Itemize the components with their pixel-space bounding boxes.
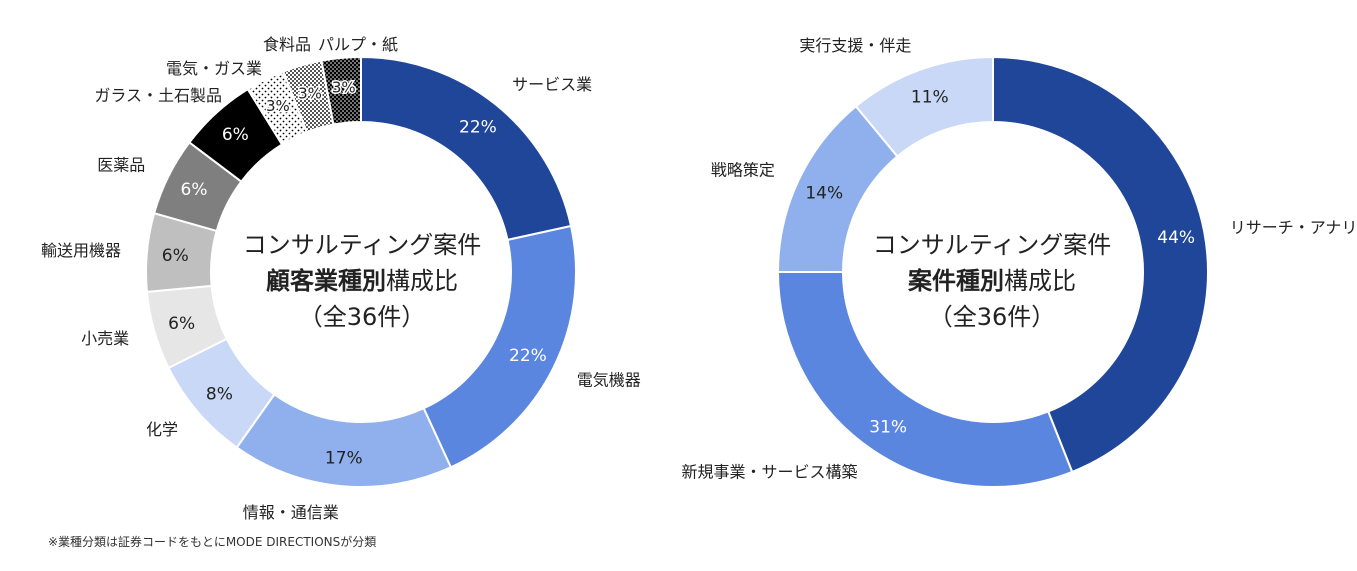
center-title-rest: 構成比 xyxy=(1004,267,1076,295)
slice-category-label: 小売業 xyxy=(81,329,129,348)
slice-category-label: 新規事業・サービス構築 xyxy=(682,462,858,481)
slice-value-label: 6% xyxy=(222,125,249,145)
footnote: ※業種分類は証券コードをもとにMODE DIRECTIONSが分類 xyxy=(48,535,377,549)
center-title-industry: コンサルティング案件 顧客業種別構成比 （全36件） xyxy=(232,227,492,335)
slice-value-label: 44% xyxy=(1157,228,1195,248)
slice-category-label: 電気機器 xyxy=(577,370,641,389)
slice-value-label: 6% xyxy=(162,246,189,266)
slice-category-label: サービス業 xyxy=(512,75,592,94)
center-title-line2: 顧客業種別構成比 xyxy=(232,263,492,299)
center-title-line3: （全36件） xyxy=(928,303,1056,331)
center-title-line1: コンサルティング案件 xyxy=(242,231,482,259)
slice-category-label: 輸送用機器 xyxy=(41,241,121,260)
slice-value-label: 22% xyxy=(509,346,547,366)
slice-value-label: 17% xyxy=(325,449,363,469)
slice-category-label: 情報・通信業 xyxy=(243,503,339,522)
slice-category-label: 電気・ガス業 xyxy=(166,59,262,78)
slice-value-label: 3% xyxy=(266,97,290,115)
slice-category-label: リサーチ・アナリティクス xyxy=(1230,218,1357,237)
slice-value-label: 3% xyxy=(298,85,322,103)
center-title-line3: （全36件） xyxy=(298,303,426,331)
slice-value-label: 14% xyxy=(805,184,843,204)
slice-category-label: 実行支援・伴走 xyxy=(799,36,911,55)
slice-value-label: 6% xyxy=(168,314,195,334)
slice-category-label: パルプ・紙 xyxy=(318,35,398,54)
slice-value-label: 6% xyxy=(181,180,208,200)
donut-slice xyxy=(854,55,994,158)
slice-category-label: ガラス・土石製品 xyxy=(94,86,222,105)
center-title-line2: 案件種別構成比 xyxy=(862,263,1122,299)
center-title-line1: コンサルティング案件 xyxy=(872,231,1112,259)
slice-category-label: 医薬品 xyxy=(97,156,145,175)
slice-category-label: 食料品 xyxy=(263,35,311,54)
center-title-rest: 構成比 xyxy=(386,267,458,295)
slice-value-label: 11% xyxy=(911,88,949,108)
slice-category-label: 化学 xyxy=(146,420,178,439)
slice-value-label: 8% xyxy=(206,384,233,404)
slice-value-label: 3% xyxy=(332,78,356,96)
slice-category-label: 戦略策定 xyxy=(711,160,775,179)
center-title-bold: 顧客業種別 xyxy=(266,267,386,295)
center-title-bold: 案件種別 xyxy=(908,267,1004,295)
donut-slice xyxy=(235,393,453,488)
slice-value-label: 31% xyxy=(869,417,907,437)
donut-chart-project-type: 44% リサーチ・アナリティクス 31% 新規事業・サービス構築 14% 戦略策定 11% 実… xyxy=(682,36,1357,488)
donut-slice xyxy=(992,55,1209,474)
donut-slice xyxy=(320,55,362,126)
donut-chart-industry: 22% サービス業 22% 電気機器 17% 情報・通信業 8% 化学 6% 小売業 6% 輸送用機器… xyxy=(41,35,641,522)
slice-value-label: 22% xyxy=(459,118,497,138)
center-title-project: コンサルティング案件 案件種別構成比 （全36件） xyxy=(862,227,1122,335)
donut-slice xyxy=(776,271,1074,488)
